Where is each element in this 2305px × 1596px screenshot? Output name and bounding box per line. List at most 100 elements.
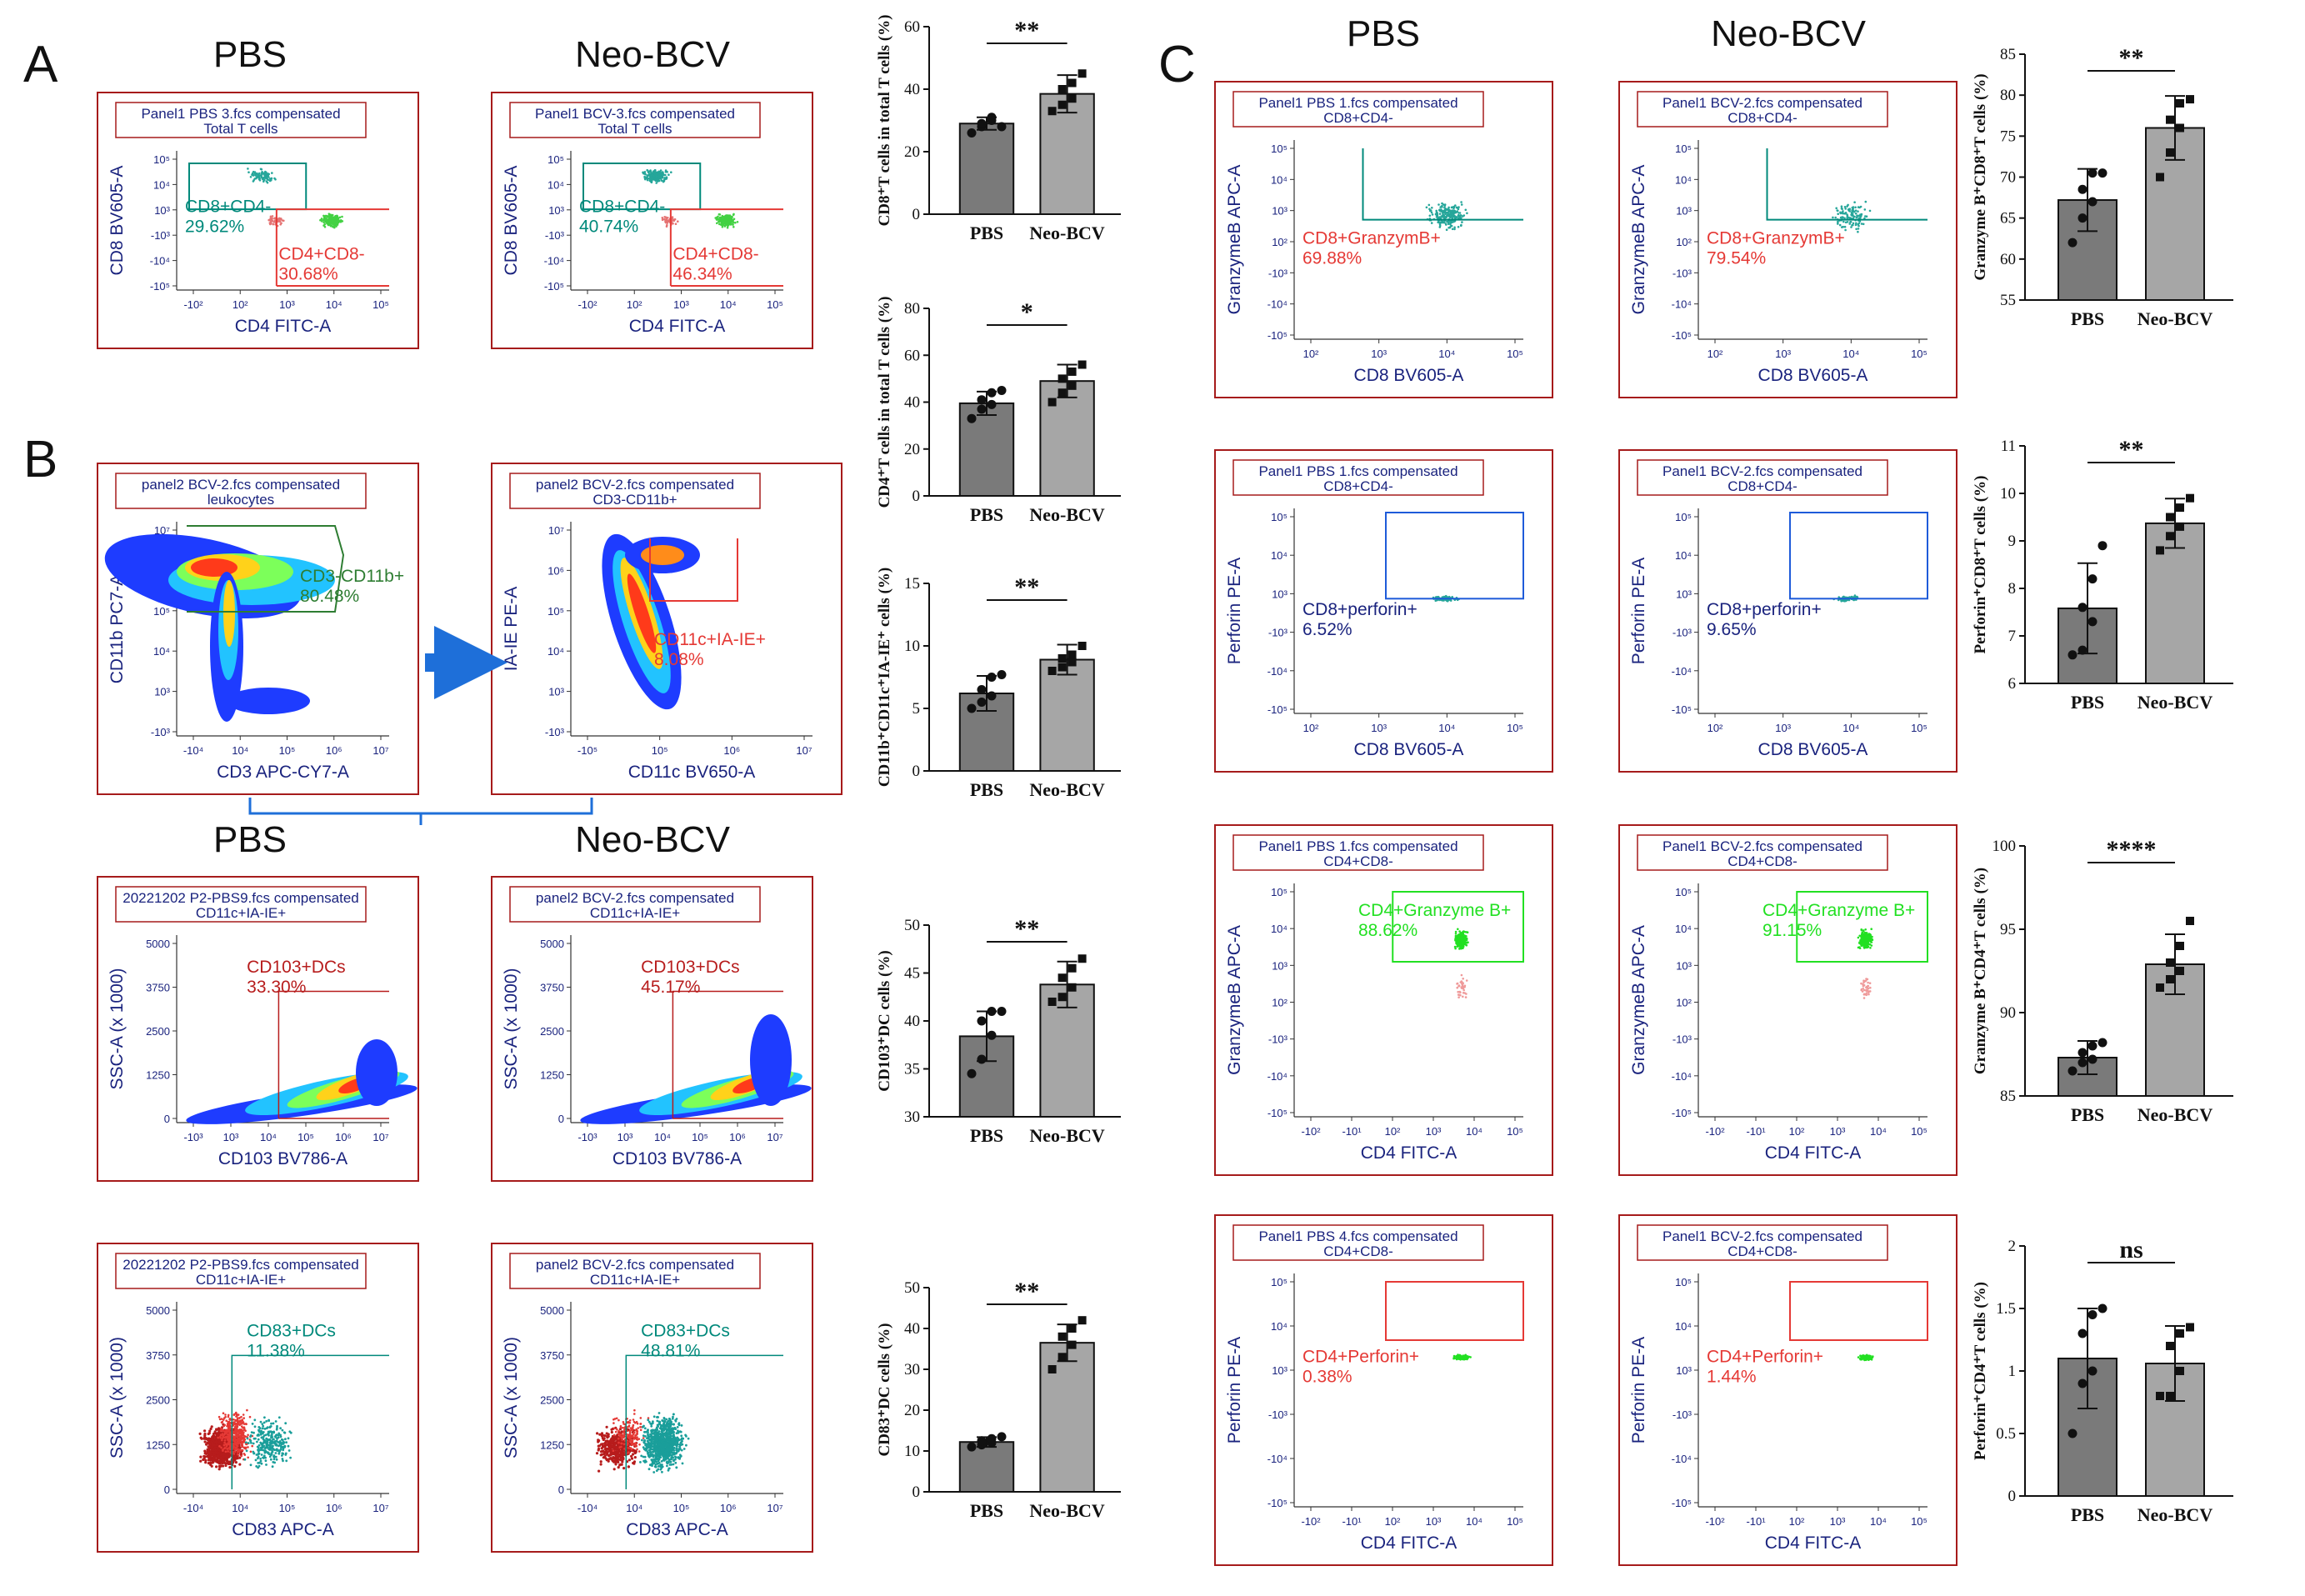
event-dot [628,1421,632,1424]
event-dot [662,1432,666,1435]
event-dot [619,1426,622,1428]
event-dot [662,1429,665,1432]
event-dot [678,1430,682,1433]
density-region [356,1039,398,1106]
event-dot [224,1458,228,1461]
event-dot [721,225,724,228]
event-dot [204,1461,208,1464]
event-dot [661,171,664,174]
gate-value: 69.88% [1302,248,1362,268]
event-dot [671,216,674,218]
event-dot [651,1432,654,1435]
x-tick-label: 10² [1708,722,1723,734]
event-dot [661,1470,663,1473]
plot-subtitle: CD8+CD4- [1323,110,1393,126]
event-dot [605,1447,608,1450]
x-tick-label: -10⁴ [183,1502,203,1514]
event-dot [652,1420,654,1423]
y-tick-label: -10³ [1672,627,1692,639]
event-dot [660,1430,663,1433]
event-dot [675,1418,678,1420]
event-dot [227,1433,229,1436]
y-tick-label: -10⁵ [1672,703,1692,716]
event-dot [217,1436,220,1439]
gate-value: 8.08% [654,650,704,669]
event-dot [600,1432,604,1435]
plot-title: Panel1 BCV-2.fcs compensated [1662,463,1862,479]
event-dot [633,1456,637,1459]
event-dot [651,1462,654,1465]
event-dot [669,1450,672,1453]
event-dot [219,1456,222,1459]
event-dot [287,1444,290,1448]
panel-label-a: A [23,36,58,93]
event-dot [232,1413,236,1417]
event-dot [648,1463,652,1467]
event-dot [680,1424,683,1427]
event-dot [727,224,729,228]
y-tick-label: 0 [164,1483,170,1496]
y-tick-label: 2500 [540,1025,564,1038]
event-dot [224,1413,227,1416]
event-dot [238,1446,242,1449]
x-axis-label: CD8 BV605-A [1354,366,1464,385]
event-dot [649,176,652,179]
x-tick-label: 10⁷ [796,744,812,757]
event-dot [620,1430,623,1433]
event-dot [628,1431,632,1433]
y-tick-label: 2500 [540,1394,564,1407]
x-tick-label: 10² [1303,722,1319,734]
event-dot [647,174,649,178]
event-dot [258,172,261,175]
event-dot [199,1455,202,1458]
event-dot [665,225,668,228]
event-dot [650,1424,653,1428]
y-tick-label: 1250 [146,1438,170,1451]
gate-cd4 [275,208,389,286]
event-dot [726,222,728,225]
plot-title: Panel1 BCV-3.fcs compensated [535,106,735,122]
event-dot [248,1415,252,1418]
event-dot [236,1439,239,1442]
event-dot [218,1415,221,1418]
event-dot [270,177,273,180]
event-dot [672,1415,674,1418]
event-dot [261,1427,264,1430]
x-tick-label: -10⁴ [183,744,203,757]
event-dot [1441,202,1443,205]
event-dot [249,1439,252,1442]
event-dot [642,1437,645,1439]
event-layer [595,1408,690,1473]
event-dot [1447,208,1449,211]
event-dot [272,1438,275,1441]
event-dot [239,1439,242,1443]
event-dot [267,1432,270,1435]
event-dot [1449,599,1452,602]
event-dot [680,1448,683,1452]
x-tick-label: 10⁶ [335,1131,352,1143]
plot-subtitle: CD8+CD4- [1728,110,1798,126]
event-dot [678,1453,682,1457]
event-dot [266,175,269,178]
y-tick-label: 10⁴ [153,645,170,658]
event-dot [716,218,718,222]
event-dot [246,1437,249,1440]
x-tick-label: 10⁶ [723,744,740,757]
event-dot [217,1451,220,1454]
gate-value: 9.65% [1707,620,1757,639]
event-dot [242,1439,245,1443]
event-dot [238,1417,241,1419]
event-dot [638,1443,641,1446]
event-dot [634,1442,638,1444]
x-tick-label: 10⁵ [673,1502,690,1514]
x-tick-label: 10⁴ [654,1131,671,1143]
event-dot [663,216,666,218]
event-dot [228,1427,231,1429]
event-dot [1840,600,1842,603]
event-dot [1456,935,1458,938]
event-dot [655,182,658,184]
event-dot [659,1451,662,1454]
event-dot [613,1443,617,1446]
event-dot [223,1439,227,1442]
event-dot [684,1433,687,1437]
